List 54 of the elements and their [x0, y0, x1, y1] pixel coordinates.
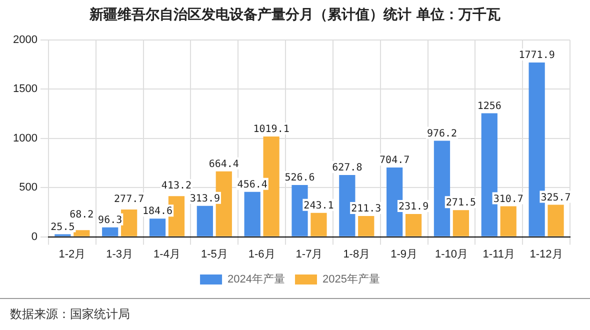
data-label: 243.1	[304, 200, 334, 212]
bar	[405, 214, 422, 236]
legend-label: 2025年产量	[322, 272, 380, 286]
y-tick-label: 0	[31, 230, 38, 243]
data-label: 627.8	[332, 162, 362, 174]
data-label: 1771.9	[518, 50, 555, 62]
data-label: 526.6	[284, 172, 315, 184]
x-tick-label: 1-9月	[390, 248, 418, 260]
data-label: 413.2	[161, 180, 192, 192]
x-tick-label: 1-4月	[154, 248, 180, 260]
data-label: 456.4	[237, 179, 268, 190]
x-tick-label: 1-7月	[296, 248, 323, 260]
bar	[358, 216, 374, 236]
data-label: 325.7	[540, 192, 571, 204]
y-tick-label: 1000	[12, 132, 38, 144]
legend-label: 2024年产量	[228, 272, 286, 286]
x-tick-label: 1-12月	[530, 248, 563, 260]
bar	[244, 192, 260, 236]
source-note: 数据来源：国家统计局	[10, 306, 130, 323]
bar	[310, 212, 327, 236]
bar	[548, 204, 564, 236]
x-tick-label: 1-11月	[482, 248, 515, 260]
bar	[452, 210, 470, 236]
data-label: 271.5	[446, 198, 476, 209]
x-tick-label: 1-5月	[200, 248, 228, 260]
bar	[121, 209, 138, 236]
x-tick-label: 1-8月	[343, 248, 370, 260]
bar	[196, 206, 213, 236]
bar	[149, 218, 166, 236]
data-label: 96.3	[98, 214, 122, 226]
x-tick-label: 1-3月	[106, 248, 134, 260]
data-label: 1019.1	[253, 124, 290, 136]
data-label: 976.2	[426, 128, 458, 140]
y-tick-label: 500	[19, 182, 38, 194]
data-label: 184.6	[142, 206, 173, 218]
data-label: 310.7	[493, 194, 524, 205]
x-tick-label: 1-6月	[248, 248, 276, 260]
data-label: 704.7	[380, 155, 410, 166]
data-label: 664.4	[208, 159, 239, 170]
data-label: 25.5	[50, 222, 75, 233]
bar	[500, 206, 516, 236]
x-tick-label: 1-10月	[434, 248, 468, 260]
data-label: 231.9	[398, 202, 429, 213]
bar	[74, 230, 90, 236]
data-label: 211.3	[351, 204, 382, 215]
chart-title: 新疆维吾尔自治区发电设备产量分月（累计值）统计 单位：万千瓦	[88, 6, 502, 24]
bar	[102, 227, 118, 236]
data-label: 1256	[477, 100, 502, 112]
y-tick-label: 2000	[12, 34, 38, 46]
x-tick-label: 1-2月	[58, 248, 86, 260]
y-tick-label: 1500	[12, 83, 38, 96]
data-label: 313.9	[190, 194, 220, 205]
data-label: 277.7	[114, 194, 144, 206]
data-label: 68.2	[70, 210, 94, 221]
